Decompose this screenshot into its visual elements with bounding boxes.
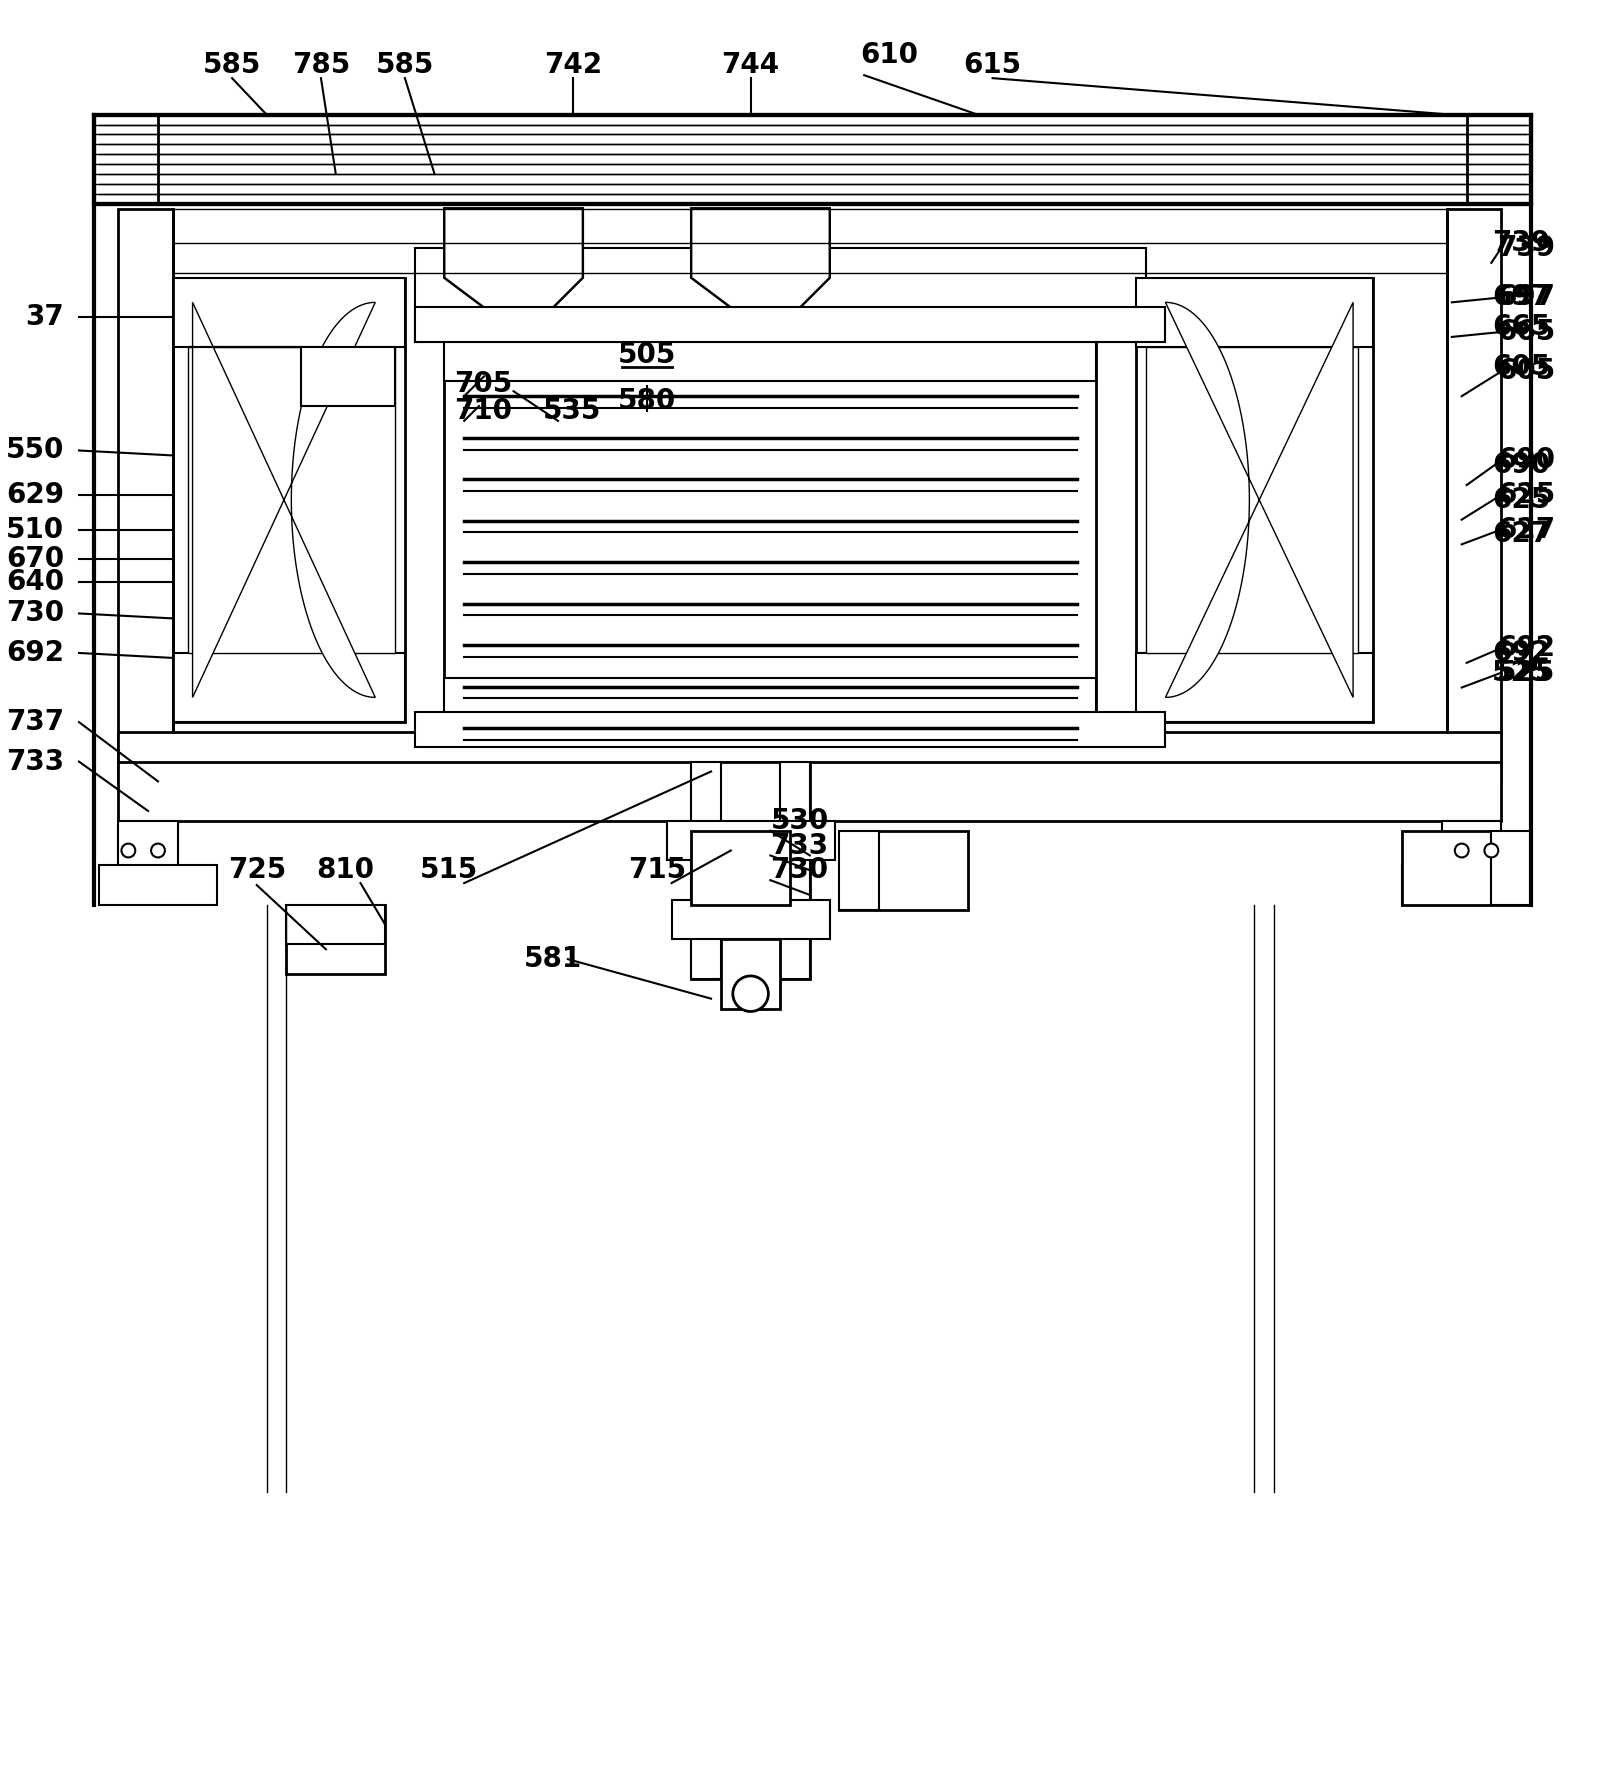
Polygon shape <box>691 208 830 337</box>
Text: 585: 585 <box>203 52 261 80</box>
Text: 739: 739 <box>1493 230 1550 257</box>
Text: 610: 610 <box>859 41 918 69</box>
Text: 730: 730 <box>6 599 64 627</box>
Polygon shape <box>1136 278 1373 722</box>
Polygon shape <box>173 652 405 722</box>
Text: 625: 625 <box>1498 481 1555 510</box>
Polygon shape <box>1403 830 1531 905</box>
Polygon shape <box>286 905 386 975</box>
Text: 690: 690 <box>1498 446 1555 474</box>
Text: 705: 705 <box>454 371 512 399</box>
Polygon shape <box>118 822 178 870</box>
Text: 692: 692 <box>1498 634 1555 663</box>
Text: 515: 515 <box>421 857 478 884</box>
Text: 550: 550 <box>6 437 64 465</box>
Polygon shape <box>691 830 790 905</box>
Polygon shape <box>1491 830 1531 905</box>
Circle shape <box>150 843 165 857</box>
Polygon shape <box>445 337 1096 722</box>
Polygon shape <box>118 732 1501 781</box>
Polygon shape <box>192 303 376 697</box>
Text: 640: 640 <box>6 568 64 595</box>
Text: 742: 742 <box>544 52 602 80</box>
Polygon shape <box>691 761 722 978</box>
Text: 525: 525 <box>1493 659 1550 686</box>
Bar <box>94 114 1531 203</box>
Polygon shape <box>414 307 1165 342</box>
Text: 581: 581 <box>525 944 582 973</box>
Text: 697: 697 <box>1493 283 1550 312</box>
Polygon shape <box>691 208 830 337</box>
Polygon shape <box>722 939 781 1009</box>
Polygon shape <box>672 900 830 939</box>
Polygon shape <box>118 208 173 761</box>
Polygon shape <box>118 761 1501 822</box>
Text: 733: 733 <box>6 748 64 775</box>
Text: 733: 733 <box>770 832 829 859</box>
Text: 627: 627 <box>1493 520 1550 549</box>
Polygon shape <box>781 761 810 978</box>
Circle shape <box>1485 843 1498 857</box>
Text: 670: 670 <box>6 545 64 574</box>
Text: 525: 525 <box>1498 659 1555 686</box>
Text: 692: 692 <box>6 640 64 666</box>
Text: 692: 692 <box>1493 640 1550 666</box>
Polygon shape <box>1136 278 1373 347</box>
Circle shape <box>733 977 768 1012</box>
Text: 510: 510 <box>6 515 64 544</box>
Text: 725: 725 <box>227 857 286 884</box>
Polygon shape <box>840 830 968 911</box>
Polygon shape <box>173 278 405 347</box>
Text: 737: 737 <box>6 707 64 736</box>
Circle shape <box>122 843 136 857</box>
Text: 665: 665 <box>1498 317 1555 346</box>
Text: 629: 629 <box>6 481 64 510</box>
Polygon shape <box>691 761 810 978</box>
Text: 810: 810 <box>317 857 374 884</box>
Polygon shape <box>94 114 158 203</box>
Text: 615: 615 <box>963 52 1022 80</box>
Polygon shape <box>94 114 1531 203</box>
Polygon shape <box>1442 822 1501 870</box>
Polygon shape <box>445 337 1096 381</box>
Polygon shape <box>445 208 582 337</box>
Polygon shape <box>1165 303 1354 697</box>
Polygon shape <box>445 208 582 337</box>
Polygon shape <box>1136 652 1373 722</box>
Text: 605: 605 <box>1493 353 1550 381</box>
Text: 715: 715 <box>627 857 686 884</box>
Polygon shape <box>1467 114 1531 203</box>
Polygon shape <box>414 713 1165 747</box>
Polygon shape <box>1403 866 1522 905</box>
Text: 739: 739 <box>1498 233 1555 262</box>
Text: 785: 785 <box>291 52 350 80</box>
Text: 710: 710 <box>454 397 512 424</box>
Text: 505: 505 <box>618 340 677 369</box>
Polygon shape <box>445 677 1096 722</box>
Text: 580: 580 <box>618 387 677 415</box>
Text: 697: 697 <box>1498 283 1555 312</box>
Polygon shape <box>286 905 386 944</box>
Circle shape <box>1454 843 1469 857</box>
Text: 730: 730 <box>770 857 829 884</box>
Text: 627: 627 <box>1498 515 1555 544</box>
Polygon shape <box>1146 347 1358 652</box>
Polygon shape <box>187 347 395 406</box>
Text: 535: 535 <box>542 397 602 424</box>
Polygon shape <box>667 822 835 861</box>
Polygon shape <box>1446 208 1501 761</box>
Polygon shape <box>414 248 1146 342</box>
Polygon shape <box>99 866 218 905</box>
Polygon shape <box>173 278 405 722</box>
Text: 625: 625 <box>1493 486 1550 513</box>
Polygon shape <box>187 347 395 652</box>
Polygon shape <box>840 830 878 911</box>
Text: 530: 530 <box>770 807 829 836</box>
Text: 690: 690 <box>1493 451 1550 479</box>
Text: 605: 605 <box>1498 358 1555 385</box>
Text: 585: 585 <box>376 52 434 80</box>
Text: 37: 37 <box>26 303 64 331</box>
Text: 665: 665 <box>1493 314 1550 340</box>
Text: 744: 744 <box>722 52 779 80</box>
